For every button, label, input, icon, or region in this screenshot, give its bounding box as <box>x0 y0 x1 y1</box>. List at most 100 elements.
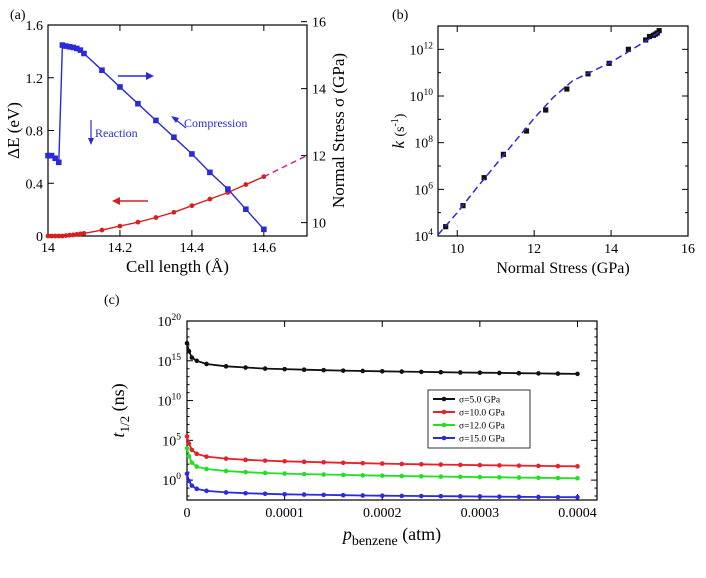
data-point-c-3 <box>223 490 229 495</box>
data-point-c-1 <box>223 456 229 461</box>
data-point-c-0 <box>184 340 190 346</box>
y-tick-label-b: 104 <box>414 228 433 245</box>
y-axis-label-left-a: ΔE (eV) <box>4 102 23 159</box>
data-point-c-3 <box>379 493 385 499</box>
data-point-c-3 <box>186 478 192 484</box>
data-point-c-0 <box>379 368 385 374</box>
data-point-c-0 <box>497 370 502 376</box>
data-point-c-1 <box>379 461 385 466</box>
data-point-c-1 <box>477 462 483 468</box>
data-point-c-1 <box>360 460 366 466</box>
series-line-a-2 <box>48 44 265 230</box>
data-point-c-3 <box>194 486 200 492</box>
data-point-c-3 <box>360 493 366 498</box>
data-point-c-0 <box>536 371 541 376</box>
data-point-a-stress <box>207 169 213 176</box>
data-point-c-3 <box>184 471 190 477</box>
data-point-b <box>625 46 631 52</box>
x-tick-label-c: 0.0002 <box>363 506 402 521</box>
data-point-a-stress <box>59 42 66 48</box>
data-point-c-0 <box>575 371 580 377</box>
data-point-c-2 <box>536 475 541 481</box>
data-point-a-stress <box>52 155 58 162</box>
data-point-c-2 <box>399 473 405 479</box>
data-point-c-2 <box>321 472 326 477</box>
data-point-c-0 <box>555 371 561 376</box>
data-point-a-stress <box>77 47 84 53</box>
data-point-a-stress <box>63 43 69 49</box>
data-point-a-energy <box>117 223 123 229</box>
y-tick-label-left-a: 0.4 <box>26 177 44 192</box>
data-point-c-1 <box>321 459 326 465</box>
legend-label-c-0: σ=5.0 GPa <box>459 396 501 406</box>
y-tick-label-left-a: 0 <box>36 230 43 245</box>
data-point-c-3 <box>536 494 541 500</box>
data-point-a-stress <box>135 100 141 107</box>
annotation-reaction: Reaction <box>95 126 138 140</box>
annotation-compression: Compression <box>184 116 247 130</box>
data-point-c-1 <box>262 458 268 463</box>
data-point-c-1 <box>516 463 522 468</box>
data-point-c-3 <box>243 490 248 496</box>
y-tick-label-left-a: 1.6 <box>26 19 44 34</box>
data-point-c-0 <box>223 364 229 369</box>
y-tick-label-b: 1010 <box>409 88 433 105</box>
data-point-c-2 <box>438 474 444 479</box>
data-point-a-stress <box>81 50 87 57</box>
x-tick-label-a: 14.2 <box>108 241 133 256</box>
data-point-c-3 <box>438 493 444 499</box>
data-point-a-energy <box>52 233 58 239</box>
data-point-c-0 <box>477 370 483 376</box>
x-axis-label-a: Cell length (Å) <box>126 257 229 276</box>
legend-marker-c-3 <box>441 435 447 441</box>
data-point-c-3 <box>418 493 424 499</box>
x-tick-label-c: 0.0003 <box>461 506 500 521</box>
data-point-a-stress <box>70 44 76 51</box>
data-point-c-0 <box>438 369 444 375</box>
data-point-c-0 <box>399 369 405 374</box>
data-point-c-1 <box>301 459 307 465</box>
legend-label-c-3: σ=15.0 GPa <box>459 435 506 445</box>
data-point-c-3 <box>204 488 209 494</box>
data-point-a-stress <box>171 134 177 140</box>
x-tick-label-b: 16 <box>681 242 695 257</box>
data-point-a-energy <box>49 233 54 239</box>
data-point-a-energy <box>135 219 141 225</box>
data-point-c-0 <box>301 367 307 372</box>
data-point-c-2 <box>477 474 483 480</box>
legend-label-c-2: σ=12.0 GPa <box>459 422 506 432</box>
data-point-a-energy <box>99 227 105 233</box>
data-point-c-2 <box>301 471 307 477</box>
data-point-b <box>543 107 549 113</box>
y-tick-label-right-a: 12 <box>312 150 326 165</box>
y-tick-label-b: 108 <box>414 135 433 152</box>
x-tick-label-b: 12 <box>527 242 541 257</box>
series-line-a-1 <box>263 154 308 178</box>
panel-label-b: (b) <box>392 8 409 23</box>
data-point-a-stress <box>48 152 55 159</box>
data-point-a-stress <box>45 152 51 159</box>
data-point-c-1 <box>497 463 502 468</box>
y-tick-label-left-a: 0.8 <box>26 125 44 140</box>
data-point-a-energy <box>45 233 51 239</box>
data-point-c-3 <box>516 494 522 500</box>
data-point-a-energy <box>153 215 159 220</box>
data-point-c-2 <box>186 453 192 459</box>
data-point-c-3 <box>301 492 307 497</box>
data-point-c-3 <box>458 494 463 499</box>
data-point-c-0 <box>418 369 424 375</box>
x-tick-label-c: 0.0001 <box>265 506 304 521</box>
y-tick-label-b: 106 <box>414 181 433 198</box>
data-point-c-1 <box>184 434 190 439</box>
data-point-a-energy <box>243 182 249 187</box>
data-point-a-stress <box>55 159 62 166</box>
compression-arrowhead <box>171 116 179 123</box>
data-point-a-stress <box>261 226 267 233</box>
data-point-c-0 <box>189 355 195 360</box>
data-point-c-2 <box>555 475 561 481</box>
data-point-c-2 <box>418 473 424 479</box>
data-point-c-0 <box>458 370 463 375</box>
x-axis-label-c: pbenzene (atm) <box>341 524 441 549</box>
